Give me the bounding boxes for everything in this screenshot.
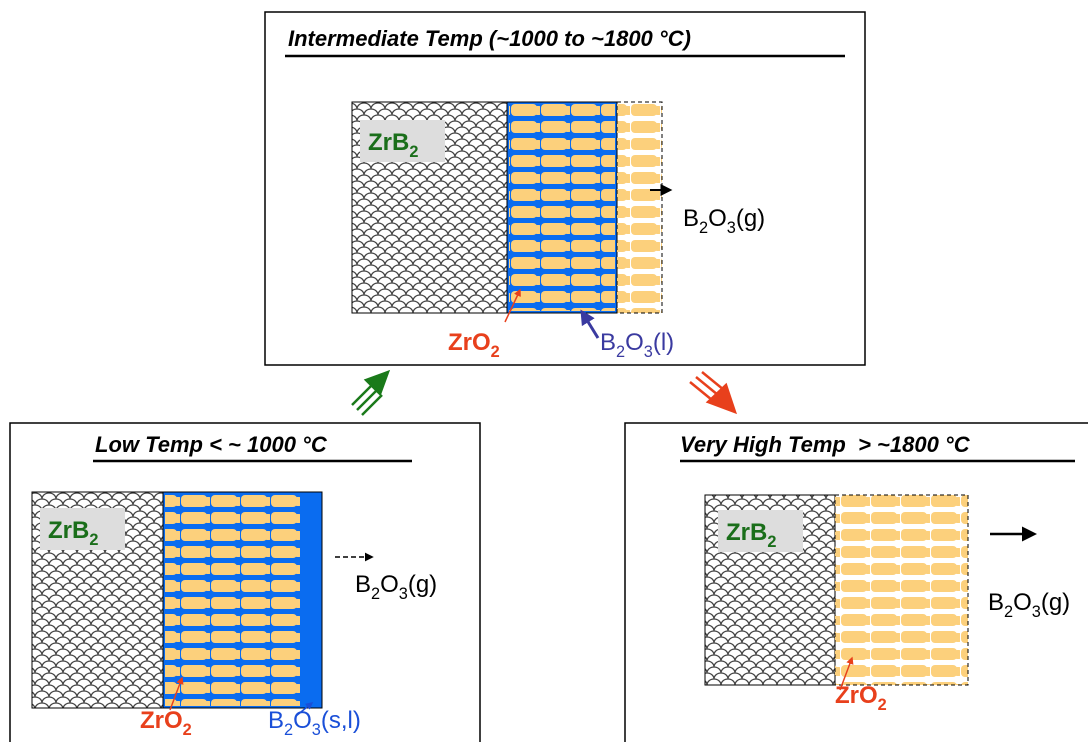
- label-box: [360, 120, 445, 162]
- subscript: 2: [767, 533, 776, 551]
- subscript: 2: [89, 531, 98, 549]
- gas-label: B2O3(g): [355, 571, 437, 603]
- label-box: [718, 510, 803, 552]
- text-segment: ZrO: [140, 707, 183, 734]
- text-segment: O: [625, 329, 644, 356]
- subscript: 2: [699, 219, 708, 237]
- text-segment: (g): [736, 205, 765, 232]
- text-segment: (s,l): [321, 707, 361, 734]
- subscript: 2: [371, 585, 380, 603]
- subscript: 3: [312, 721, 321, 739]
- porous-oxide: [834, 494, 969, 686]
- text-segment: B: [268, 707, 284, 734]
- subscript: 3: [644, 343, 653, 361]
- liquid-label: B2O3(l): [600, 329, 674, 361]
- transition-arrow: [689, 371, 738, 415]
- transition-arrow: [351, 369, 391, 416]
- text-segment: B: [600, 329, 616, 356]
- text-segment: B: [683, 205, 699, 232]
- panel-title: Low Temp < ~ 1000 °C: [95, 432, 328, 457]
- subscript: 2: [183, 721, 192, 739]
- oxide-label: ZrO2: [835, 682, 887, 714]
- text-segment: ZrB: [726, 519, 767, 546]
- panel-title: Very High Temp > ~1800 °C: [680, 432, 971, 457]
- arrow: [169, 676, 184, 711]
- oxide-label: ZrO2: [140, 707, 192, 739]
- substrate-label: ZrB2: [726, 519, 776, 551]
- text-segment: O: [708, 205, 727, 232]
- subscript: 2: [616, 343, 625, 361]
- panel-title: Intermediate Temp (~1000 to ~1800 °C): [288, 26, 691, 51]
- text-segment: O: [380, 571, 399, 598]
- subscript: 2: [284, 721, 293, 739]
- text-segment: B: [988, 589, 1004, 616]
- arrow: [580, 309, 600, 339]
- text-segment: (g): [408, 571, 437, 598]
- subscript: 2: [491, 343, 500, 361]
- oxide-label: ZrO2: [448, 329, 500, 361]
- subscript: 2: [1004, 603, 1013, 621]
- gas-label: B2O3(g): [988, 589, 1070, 621]
- arrow: [504, 288, 521, 323]
- text-segment: (g): [1041, 589, 1070, 616]
- substrate-label: ZrB2: [48, 517, 98, 549]
- text-segment: ZrB: [368, 129, 409, 156]
- subscript: 2: [878, 696, 887, 714]
- subscript: 3: [399, 585, 408, 603]
- text-segment: O: [293, 707, 312, 734]
- liquid-label: B2O3(s,l): [268, 707, 361, 739]
- oxide-grains: [165, 494, 300, 706]
- subscript: 3: [727, 219, 736, 237]
- label-box: [40, 508, 125, 550]
- porous-oxide: [616, 101, 663, 314]
- text-segment: O: [1013, 589, 1032, 616]
- subscript: 3: [1032, 603, 1041, 621]
- subscript: 2: [409, 143, 418, 161]
- oxide-grains: [509, 104, 615, 311]
- arrow: [839, 656, 854, 691]
- text-segment: B: [355, 571, 371, 598]
- text-segment: ZrO: [835, 682, 878, 709]
- text-segment: ZrO: [448, 329, 491, 356]
- gas-label: B2O3(g): [683, 205, 765, 237]
- text-segment: ZrB: [48, 517, 89, 544]
- text-segment: (l): [653, 329, 674, 356]
- arrow: [295, 702, 314, 717]
- substrate-label: ZrB2: [368, 129, 418, 161]
